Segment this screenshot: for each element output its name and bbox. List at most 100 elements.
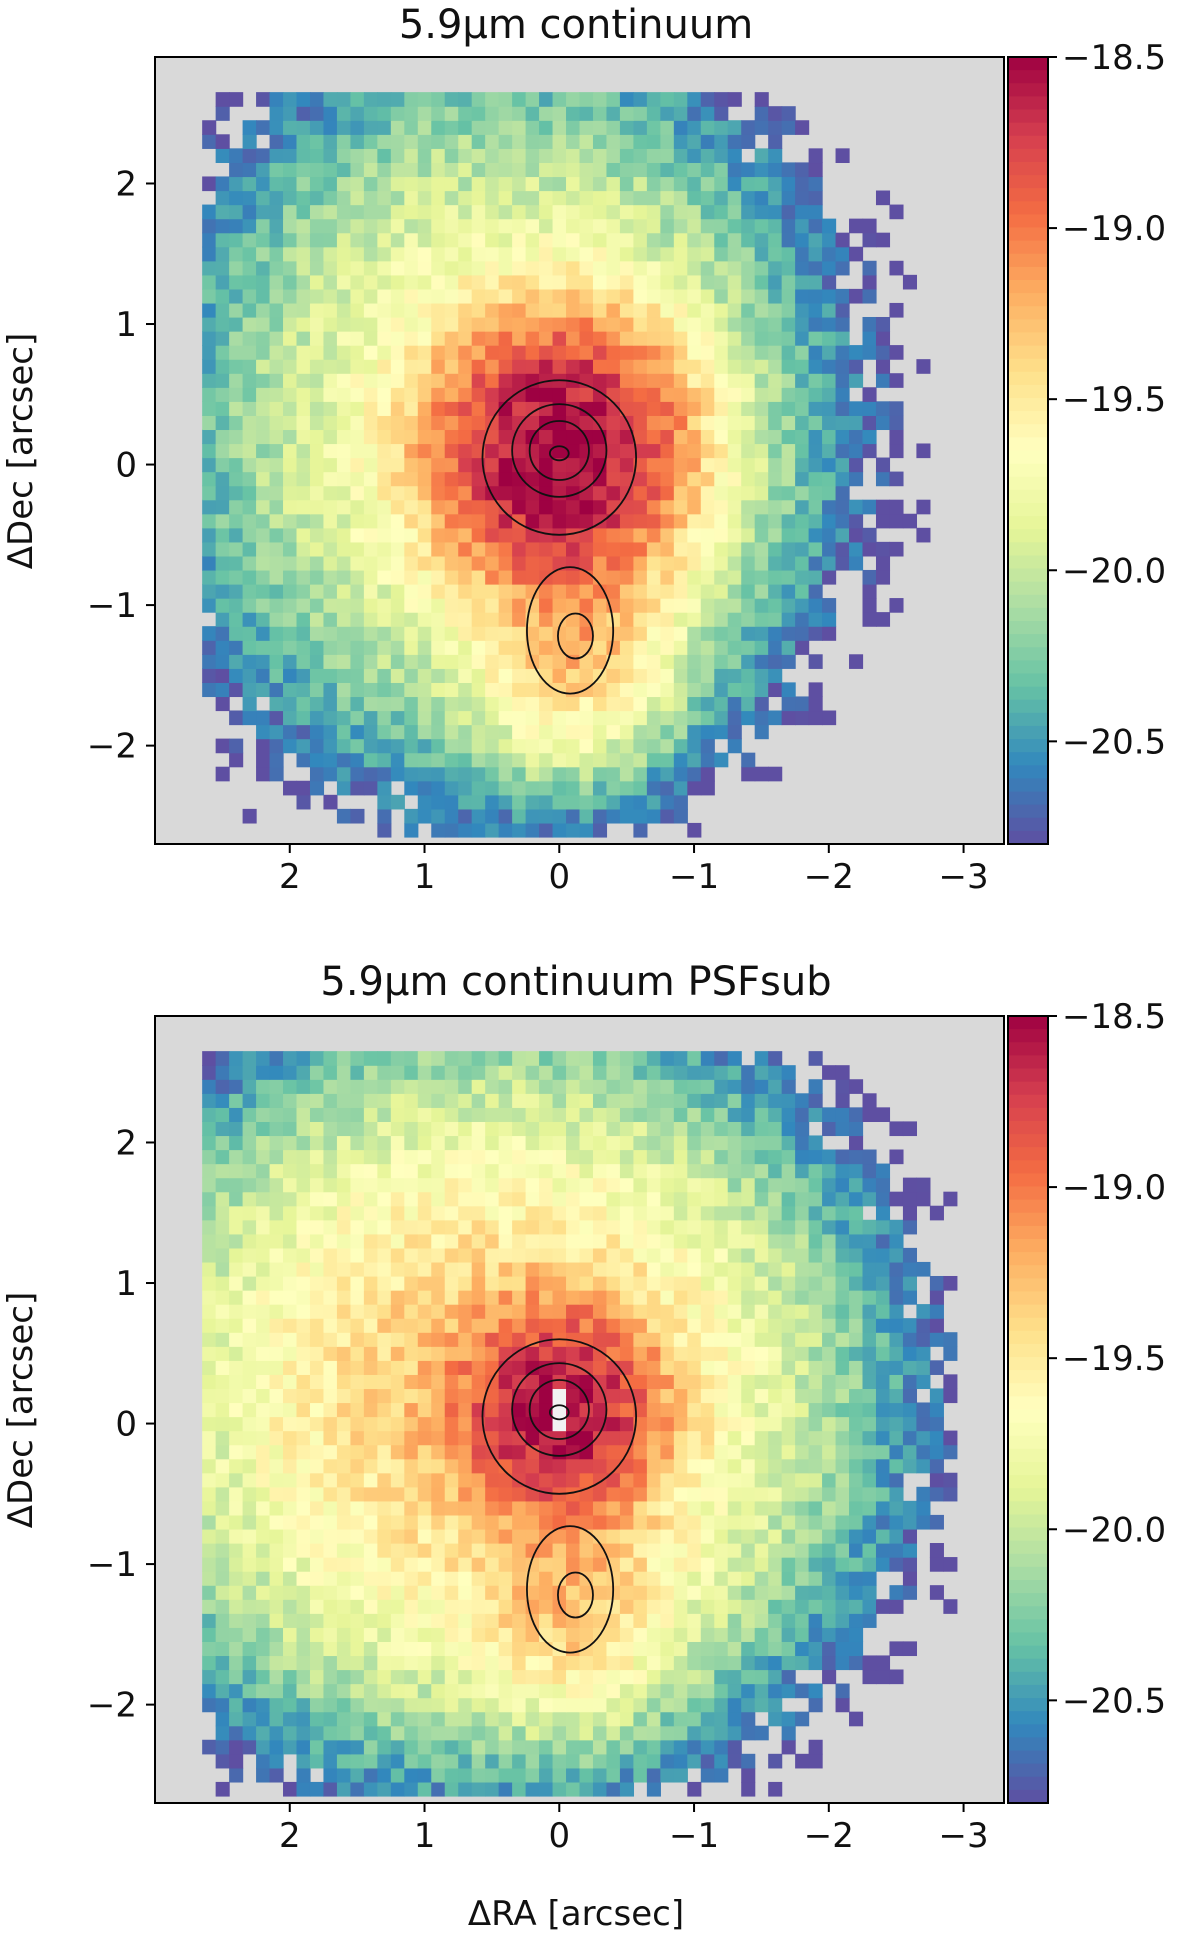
heatmap-pixel [471,541,486,557]
heatmap-pixel [875,1374,891,1390]
heatmap-pixel [336,1149,352,1165]
heatmap-pixel [309,204,325,220]
heatmap-pixel [458,752,473,768]
heatmap-pixel [687,682,702,698]
heatmap-pixel [700,429,715,445]
heatmap-pixel [471,1683,486,1699]
heatmap-pixel [390,1275,405,1291]
heatmap-pixel [741,1318,756,1333]
heatmap-pixel [229,1697,244,1713]
heatmap-pixel [525,569,540,585]
heatmap-pixel [795,218,810,234]
heatmap-pixel [539,345,554,360]
heatmap-pixel [727,626,742,641]
heatmap-pixel [525,1275,540,1291]
heatmap-pixel [592,134,608,149]
heatmap-pixel [633,106,648,121]
heatmap-pixel [458,1514,473,1530]
heatmap-pixel [404,429,419,445]
heatmap-pixel [458,120,473,135]
heatmap-pixel [350,738,365,754]
heatmap-pixel [229,1711,244,1727]
heatmap-pixel [566,1247,581,1263]
heatmap-pixel [431,682,446,698]
heatmap-pixel [431,555,446,571]
heatmap-pixel [552,176,567,192]
heatmap-pixel [363,1528,378,1544]
heatmap-pixel [512,204,527,220]
heatmap-pixel [687,429,702,445]
heatmap-pixel [741,471,756,487]
colorbar-segment [1008,345,1048,360]
heatmap-pixel [741,1781,756,1797]
heatmap-pixel [687,331,702,346]
heatmap-pixel [256,1261,271,1277]
heatmap-pixel [377,527,392,543]
heatmap-pixel [215,246,230,262]
heatmap-pixel [512,106,527,121]
heatmap-pixel [700,513,715,529]
heatmap-pixel [700,1458,715,1474]
heatmap-pixel [808,1402,823,1418]
heatmap-pixel [309,541,325,557]
heatmap-pixel [795,162,810,178]
heatmap-pixel [687,1472,702,1488]
heatmap-pixel [471,1711,486,1727]
heatmap-pixel [795,1163,810,1179]
heatmap-pixel [363,1472,378,1488]
heatmap-pixel [795,457,810,473]
heatmap-pixel [566,724,581,740]
heatmap-pixel [485,176,500,192]
heatmap-pixel [283,471,298,487]
heatmap-pixel [862,541,877,557]
heatmap-pixel [606,148,621,164]
heatmap-pixel [781,1500,796,1516]
heatmap-pixel [296,190,311,206]
heatmap-pixel [296,1528,311,1544]
heatmap-pixel [673,499,688,515]
heatmap-pixel [687,1135,702,1151]
heatmap-pixel [498,1655,513,1671]
heatmap-pixel [552,1781,567,1797]
heatmap-pixel [875,331,891,346]
heatmap-pixel [215,1261,230,1277]
heatmap-pixel [633,1514,648,1530]
heatmap-pixel [485,668,500,683]
heatmap-pixel [309,640,325,655]
heatmap-pixel [619,1177,635,1193]
heatmap-pixel [619,1458,635,1474]
heatmap-pixel [660,1149,675,1165]
heatmap-pixel [485,1332,500,1347]
heatmap-pixel [660,316,675,332]
heatmap-pixel [741,246,756,262]
heatmap-pixel [417,331,432,346]
heatmap-pixel [795,513,810,529]
heatmap-pixel [431,766,446,782]
heatmap-pixel [471,654,486,669]
heatmap-pixel [309,260,325,276]
heatmap-pixel [390,1697,405,1713]
heatmap-pixel [768,1247,783,1263]
heatmap-pixel [889,1669,904,1685]
heatmap-pixel [889,443,904,459]
heatmap-pixel [202,1402,217,1418]
heatmap-pixel [202,387,217,402]
heatmap-pixel [902,1543,918,1558]
heatmap-pixel [552,752,567,768]
heatmap-pixel [619,1318,635,1333]
heatmap-pixel [471,1599,486,1614]
heatmap-pixel [714,1444,729,1460]
heatmap-pixel [808,654,823,669]
heatmap-pixel [202,1500,217,1516]
heatmap-pixel [633,1472,648,1488]
heatmap-pixel [592,415,608,431]
heatmap-pixel [336,429,352,445]
heatmap-pixel [619,1332,635,1347]
heatmap-pixel [417,288,432,304]
heatmap-pixel [633,316,648,332]
heatmap-pixel [229,1641,244,1657]
heatmap-pixel [687,1500,702,1516]
heatmap-pixel [700,612,715,627]
heatmap-pixel [202,1275,217,1291]
heatmap-pixel [552,1304,567,1319]
